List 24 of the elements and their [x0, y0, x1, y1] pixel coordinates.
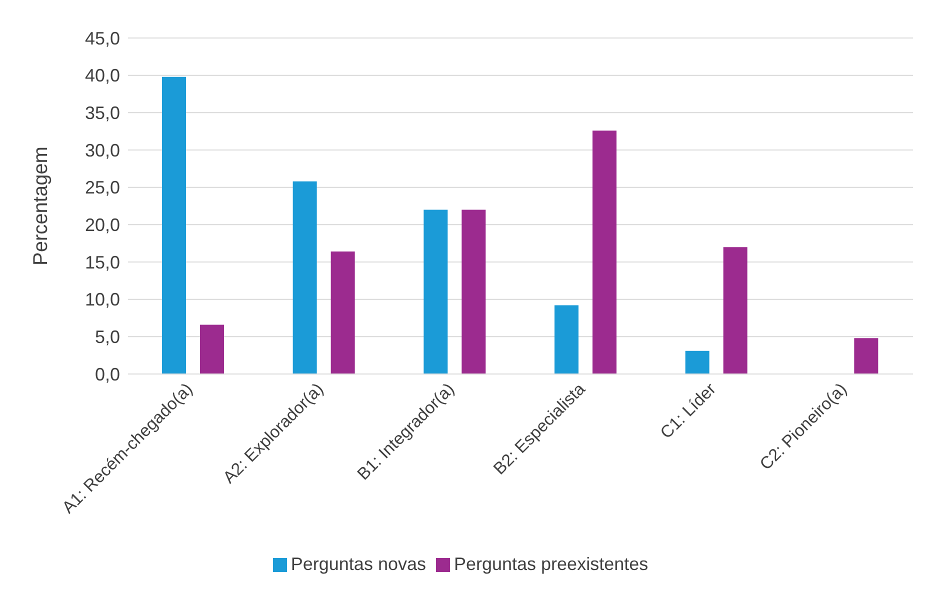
bar: [462, 210, 486, 374]
y-tick-label: 15,0: [84, 252, 120, 272]
bar: [200, 324, 224, 374]
legend-label: Perguntas novas: [290, 554, 426, 574]
bar: [292, 181, 317, 374]
y-tick-label: 20,0: [84, 215, 120, 236]
y-tick-label: 35,0: [84, 103, 120, 124]
y-tick-label: 45,0: [84, 28, 120, 48]
bar: [723, 247, 748, 374]
y-axis-title: Percentagem: [30, 146, 52, 266]
bar: [162, 76, 186, 374]
bar: [685, 350, 710, 374]
legend-label: Perguntas preexistentes: [454, 554, 648, 574]
y-tick-label: 10,0: [84, 290, 120, 310]
y-tick-label: 0,0: [94, 364, 120, 384]
bar: [854, 338, 878, 374]
y-tick-label: 25,0: [84, 178, 120, 198]
y-tick-label: 40,0: [84, 66, 120, 86]
y-tick-label: 5,0: [94, 327, 120, 348]
bar: [330, 252, 355, 374]
bar: [592, 130, 616, 374]
bar: [554, 305, 578, 374]
y-tick-label: 30,0: [84, 140, 120, 160]
bar: [424, 210, 448, 374]
